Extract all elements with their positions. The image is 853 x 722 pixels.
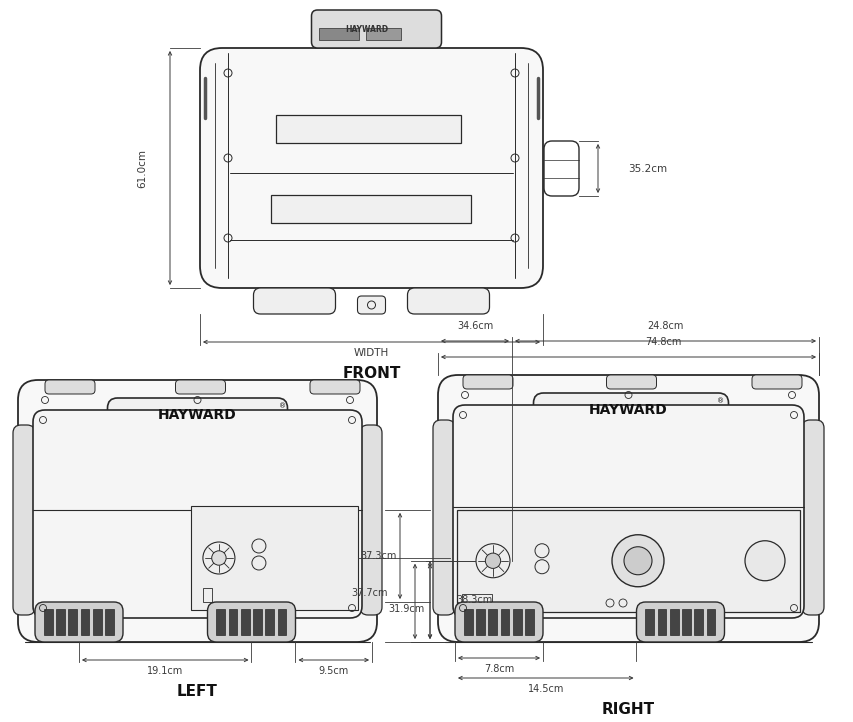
Bar bbox=[500, 609, 509, 635]
Bar bbox=[706, 609, 715, 635]
Bar bbox=[217, 609, 225, 635]
FancyBboxPatch shape bbox=[45, 380, 95, 394]
Text: 7.8cm: 7.8cm bbox=[484, 664, 514, 674]
FancyBboxPatch shape bbox=[253, 288, 335, 314]
FancyBboxPatch shape bbox=[107, 398, 287, 432]
FancyBboxPatch shape bbox=[310, 380, 360, 394]
Text: HAYWARD: HAYWARD bbox=[589, 403, 667, 417]
FancyBboxPatch shape bbox=[311, 10, 441, 48]
Bar bbox=[670, 609, 678, 635]
FancyBboxPatch shape bbox=[407, 288, 489, 314]
Bar bbox=[645, 609, 653, 635]
Text: 37.7cm: 37.7cm bbox=[351, 588, 387, 599]
FancyBboxPatch shape bbox=[452, 405, 803, 618]
Circle shape bbox=[744, 541, 784, 580]
Bar bbox=[682, 609, 690, 635]
Bar bbox=[319, 28, 359, 40]
FancyBboxPatch shape bbox=[33, 410, 362, 618]
Bar bbox=[276, 115, 461, 143]
Bar bbox=[525, 609, 533, 635]
Text: LEFT: LEFT bbox=[177, 684, 218, 699]
Bar bbox=[265, 609, 274, 635]
FancyBboxPatch shape bbox=[200, 48, 543, 288]
Bar bbox=[693, 609, 702, 635]
Text: WIDTH: WIDTH bbox=[353, 348, 389, 358]
Bar bbox=[476, 609, 485, 635]
FancyBboxPatch shape bbox=[533, 393, 728, 427]
FancyBboxPatch shape bbox=[357, 296, 385, 314]
Text: HAYWARD: HAYWARD bbox=[345, 25, 387, 33]
Text: 38.3cm: 38.3cm bbox=[456, 595, 491, 605]
Text: 24.8cm: 24.8cm bbox=[647, 321, 683, 331]
Bar bbox=[277, 609, 286, 635]
FancyBboxPatch shape bbox=[360, 425, 381, 615]
Circle shape bbox=[612, 535, 664, 587]
Text: 14.5cm: 14.5cm bbox=[527, 684, 563, 694]
Text: 31.9cm: 31.9cm bbox=[388, 604, 425, 614]
FancyBboxPatch shape bbox=[606, 375, 656, 389]
FancyBboxPatch shape bbox=[432, 420, 455, 615]
Text: RIGHT: RIGHT bbox=[601, 702, 654, 717]
Text: 74.8cm: 74.8cm bbox=[645, 337, 681, 347]
Bar bbox=[191, 506, 357, 610]
Bar bbox=[68, 609, 77, 635]
FancyBboxPatch shape bbox=[35, 602, 123, 642]
Bar bbox=[229, 609, 237, 635]
Bar bbox=[44, 609, 53, 635]
Bar bbox=[463, 609, 473, 635]
FancyBboxPatch shape bbox=[18, 380, 376, 642]
Bar bbox=[81, 609, 90, 635]
Text: 37.3cm: 37.3cm bbox=[360, 551, 397, 561]
Text: 9.5cm: 9.5cm bbox=[318, 666, 349, 676]
Text: 35.2cm: 35.2cm bbox=[627, 163, 666, 173]
Bar bbox=[488, 609, 496, 635]
Circle shape bbox=[212, 551, 226, 565]
Text: 61.0cm: 61.0cm bbox=[136, 149, 147, 188]
Bar bbox=[105, 609, 113, 635]
FancyBboxPatch shape bbox=[176, 380, 225, 394]
Circle shape bbox=[485, 553, 500, 568]
FancyBboxPatch shape bbox=[462, 375, 513, 389]
Text: 19.1cm: 19.1cm bbox=[147, 666, 183, 676]
FancyBboxPatch shape bbox=[438, 375, 818, 642]
Bar bbox=[657, 609, 665, 635]
FancyBboxPatch shape bbox=[13, 425, 35, 615]
Text: FRONT: FRONT bbox=[342, 366, 400, 381]
Bar bbox=[271, 195, 471, 223]
Bar bbox=[513, 609, 521, 635]
Text: ®: ® bbox=[279, 403, 286, 409]
Bar bbox=[253, 609, 262, 635]
Bar bbox=[366, 28, 401, 40]
Text: 34.6cm: 34.6cm bbox=[456, 321, 492, 331]
Bar bbox=[93, 609, 102, 635]
Bar bbox=[241, 609, 249, 635]
FancyBboxPatch shape bbox=[207, 602, 295, 642]
Bar bbox=[456, 510, 799, 612]
FancyBboxPatch shape bbox=[751, 375, 801, 389]
Bar bbox=[461, 594, 491, 604]
FancyBboxPatch shape bbox=[635, 602, 723, 642]
Text: ®: ® bbox=[717, 398, 723, 404]
FancyBboxPatch shape bbox=[801, 420, 823, 615]
Circle shape bbox=[624, 547, 651, 575]
Text: HAYWARD: HAYWARD bbox=[158, 408, 236, 422]
FancyBboxPatch shape bbox=[455, 602, 543, 642]
Bar bbox=[56, 609, 65, 635]
Bar bbox=[203, 588, 212, 602]
